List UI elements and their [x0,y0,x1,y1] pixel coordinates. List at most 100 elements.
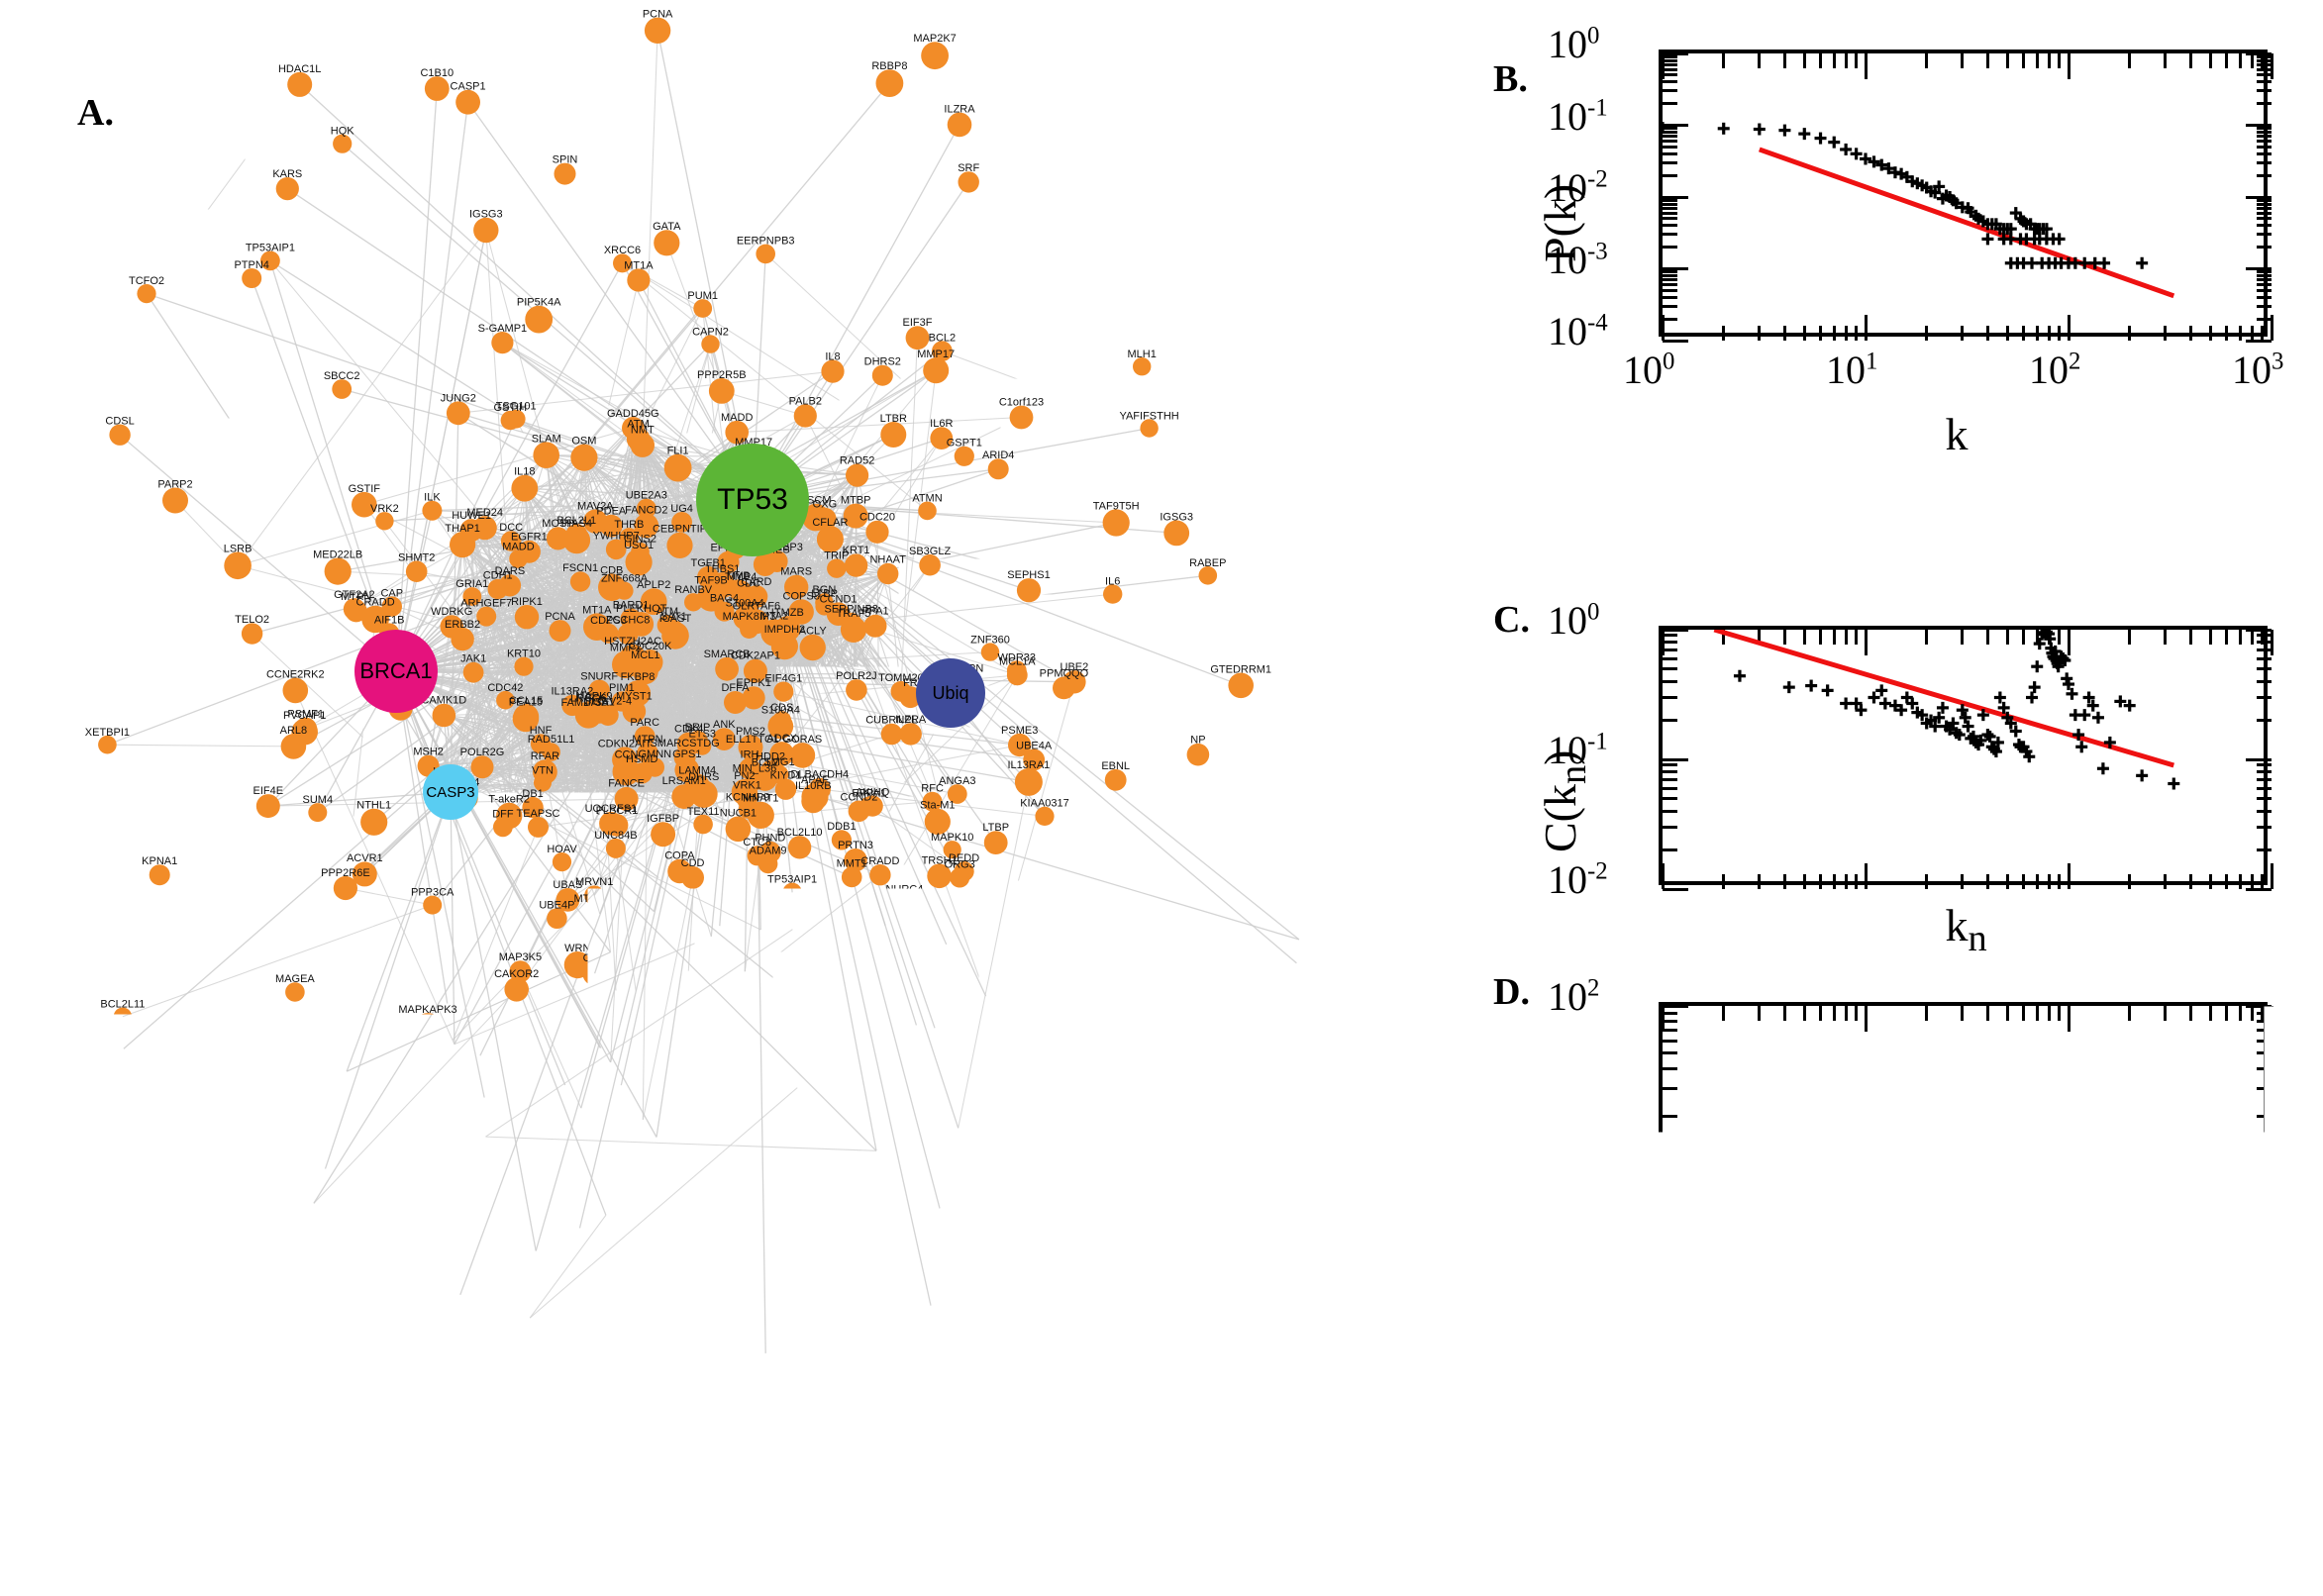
network-node[interactable] [242,623,262,644]
network-node[interactable] [880,422,906,448]
network-node[interactable] [984,831,1008,854]
network-node[interactable] [488,579,508,599]
network-node[interactable] [959,171,979,192]
network-node[interactable] [827,559,846,578]
network-node[interactable] [555,163,576,185]
network-node[interactable] [525,306,553,334]
network-node[interactable] [651,822,675,847]
network-node[interactable] [425,76,450,101]
network-node[interactable] [756,245,775,264]
network-node[interactable] [471,755,494,778]
network-node[interactable] [406,560,428,582]
network-node[interactable] [948,113,972,138]
network-node[interactable] [422,501,442,521]
network-node[interactable] [1163,521,1189,547]
network-node[interactable] [881,724,903,746]
network-node[interactable] [463,662,484,683]
network-node[interactable] [791,976,818,1003]
network-node[interactable] [1076,950,1103,977]
network-node[interactable] [1017,578,1041,602]
network-node[interactable] [162,488,188,514]
network-node[interactable] [846,464,868,487]
network-node[interactable] [570,571,590,591]
network-node[interactable] [945,1115,971,1142]
network-node[interactable] [641,898,666,924]
network-node[interactable] [518,1306,542,1330]
network-node[interactable] [1187,744,1210,766]
network-node[interactable] [773,682,793,702]
network-node[interactable] [801,789,825,813]
network-node[interactable] [447,401,470,425]
network-node[interactable] [1010,406,1034,430]
network-node[interactable] [511,475,538,502]
network-node[interactable] [666,533,692,558]
network-node[interactable] [733,959,758,984]
network-node[interactable] [547,527,569,549]
network-node[interactable] [917,1292,945,1320]
network-node[interactable] [1103,509,1130,536]
network-node[interactable] [841,617,866,643]
network-node[interactable] [955,447,974,466]
network-node[interactable] [754,552,777,576]
network-node[interactable] [285,982,305,1002]
network-node[interactable] [654,230,679,255]
network-node[interactable] [832,952,857,977]
network-node[interactable] [906,326,930,349]
network-node[interactable] [588,902,612,926]
network-node[interactable] [470,1046,490,1065]
network-node[interactable] [515,605,539,629]
network-node[interactable] [779,916,806,943]
network-node[interactable] [788,836,811,858]
network-node[interactable] [182,1100,205,1123]
network-node[interactable] [533,442,559,468]
network-node[interactable] [989,1070,1011,1092]
network-node[interactable] [606,1086,630,1110]
network-node[interactable] [242,268,261,288]
network-node[interactable] [553,852,571,871]
network-node[interactable] [872,365,893,386]
network-node[interactable] [302,1191,326,1215]
network-node[interactable] [570,445,597,471]
network-node[interactable] [846,679,867,701]
network-node[interactable] [929,1197,952,1220]
network-node[interactable] [988,458,1009,479]
network-node[interactable] [550,620,571,642]
network-node[interactable] [570,1219,590,1239]
network-node[interactable] [923,357,949,383]
network-node[interactable] [866,1141,886,1160]
network-node[interactable] [256,794,280,818]
network-node[interactable] [473,218,498,243]
network-node[interactable] [631,434,655,457]
network-node[interactable] [491,332,513,353]
network-node[interactable] [455,90,480,115]
network-node[interactable] [919,554,941,576]
network-node[interactable] [974,985,997,1008]
network-node[interactable] [112,1037,136,1060]
network-node[interactable] [1228,673,1254,699]
network-node[interactable] [224,552,252,580]
network-node[interactable] [821,360,844,383]
network-node[interactable] [921,42,949,69]
network-node[interactable] [645,18,670,44]
network-node[interactable] [276,177,299,200]
network-node[interactable] [109,425,130,446]
network-node[interactable] [1105,769,1127,791]
network-node[interactable] [332,379,352,399]
network-node[interactable] [360,809,387,836]
network-node[interactable] [547,908,567,929]
network-node[interactable] [287,72,312,97]
network-node[interactable] [865,521,888,544]
network-node[interactable] [876,69,904,97]
network-node[interactable] [755,1343,776,1364]
network-node[interactable] [664,454,692,482]
network-node[interactable] [596,1205,616,1225]
network-node[interactable] [325,558,352,585]
network-node[interactable] [1285,952,1307,974]
network-node[interactable] [473,1124,498,1148]
network-node[interactable] [927,975,953,1001]
network-node[interactable] [333,135,352,153]
network-node[interactable] [794,404,817,427]
network-node[interactable] [800,635,826,660]
network-node[interactable] [877,563,898,584]
network-node[interactable] [875,916,895,936]
